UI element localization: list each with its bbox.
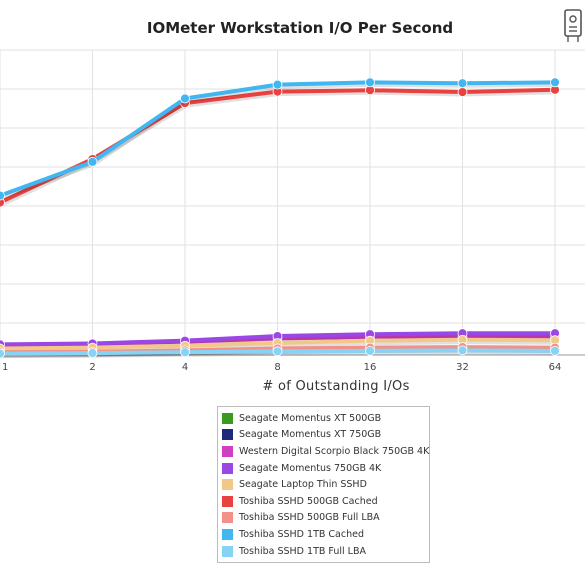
series-shadow [0, 81, 557, 200]
legend-swatch [222, 479, 233, 491]
legend-item: Toshiba SSHD 500GB Cached [222, 493, 425, 510]
legend-swatch [222, 512, 233, 524]
series-lines [0, 77, 560, 359]
legend-label: Toshiba SSHD 1TB Cached [239, 528, 364, 540]
chart-title: IOMeter Workstation I/O Per Second [147, 19, 453, 37]
data-point [272, 346, 283, 357]
legend-label: Toshiba SSHD 500GB Full LBA [239, 512, 380, 524]
series [0, 345, 560, 359]
data-point [457, 78, 468, 89]
legend-swatch [222, 412, 233, 424]
data-point [180, 347, 190, 358]
series [0, 84, 560, 208]
data-point [365, 77, 375, 88]
x-tick-labels: 1 2 4 8 16 32 64 [2, 362, 561, 373]
legend-item: Seagate Momentus 750GB 4K [222, 460, 425, 477]
legend-item: Western Digital Scorpio Black 750GB 4K [222, 443, 429, 460]
data-point [87, 156, 98, 167]
legend-label: Seagate Momentus XT 500GB [239, 412, 382, 424]
logo-icon [562, 6, 585, 44]
x-tick-label: 8 [274, 362, 280, 373]
x-tick-label: 4 [182, 362, 188, 373]
legend-item: Toshiba SSHD 1TB Full LBA [222, 543, 425, 560]
data-point [0, 190, 5, 201]
data-point [272, 79, 283, 90]
gridlines [0, 49, 585, 356]
data-point [550, 77, 560, 88]
data-point [550, 345, 560, 356]
legend-item: Seagate Momentus XT 500GB [222, 410, 425, 427]
legend-label: Seagate Momentus 750GB 4K [239, 462, 382, 474]
data-point [457, 87, 468, 97]
data-point [365, 345, 375, 356]
legend-label: Western Digital Scorpio Black 750GB 4K [239, 445, 430, 457]
legend-swatch [222, 495, 233, 507]
legend-label: Seagate Laptop Thin SSHD [239, 479, 367, 491]
legend-swatch [222, 429, 233, 441]
data-point [457, 345, 468, 356]
legend-item: Seagate Laptop Thin SSHD [222, 476, 425, 493]
legend-label: Seagate Momentus XT 750GB [239, 429, 382, 441]
x-tick-label: 64 [549, 362, 562, 373]
legend-label: Toshiba SSHD 1TB Full LBA [239, 545, 366, 557]
legend-swatch [222, 445, 233, 457]
x-tick-label: 32 [456, 362, 469, 373]
legend-item: Toshiba SSHD 500GB Full LBA [222, 510, 425, 527]
data-point [87, 348, 98, 359]
legend: Seagate Momentus XT 500GB Seagate Momentu… [217, 406, 430, 563]
x-tick-label: 2 [89, 362, 95, 373]
legend-swatch [222, 462, 233, 474]
x-axis-title: # of Outstanding I/Os [262, 379, 409, 394]
legend-swatch [222, 545, 233, 557]
data-point [180, 93, 190, 104]
data-point [0, 348, 5, 359]
x-tick-label: 1 [2, 362, 8, 373]
legend-swatch [222, 528, 233, 540]
series [0, 77, 560, 201]
legend-label: Toshiba SSHD 500GB Cached [239, 495, 378, 507]
x-tick-label: 16 [364, 362, 377, 373]
legend-item: Seagate Momentus XT 750GB [222, 427, 425, 444]
legend-item: Toshiba SSHD 1TB Cached [222, 526, 425, 543]
series-shadow [0, 89, 557, 207]
